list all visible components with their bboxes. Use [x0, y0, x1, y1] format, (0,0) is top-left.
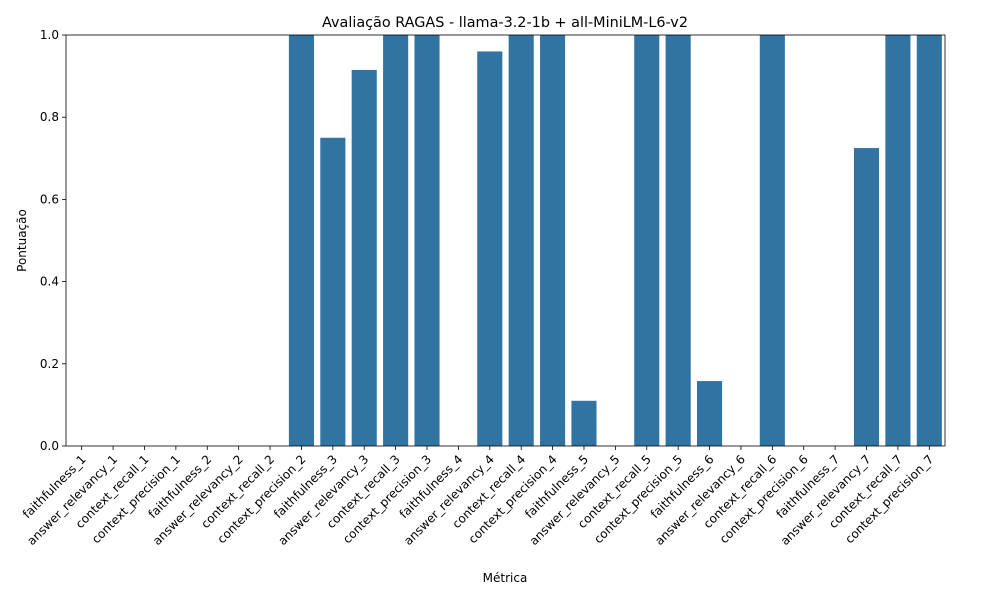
bar-answer_relevancy_4: [477, 51, 503, 446]
y-tick-label: 0.0: [40, 439, 59, 453]
bar-context_recall_5: [634, 35, 660, 446]
x-axis-label: Métrica: [483, 571, 528, 585]
y-tick-label: 0.6: [40, 192, 59, 206]
bar-context_recall_4: [508, 35, 534, 446]
x-axis-ticks: faithfulness_1answer_relevancy_1context_…: [20, 446, 936, 548]
bar-faithfulness_3: [320, 137, 346, 446]
bar-context_precision_2: [288, 35, 314, 446]
bar-context_recall_6: [759, 35, 785, 446]
bar-answer_relevancy_7: [853, 148, 880, 446]
bar-context_precision_5: [665, 35, 691, 446]
bar-faithfulness_5: [571, 400, 597, 446]
bar-context_recall_3: [383, 35, 409, 446]
y-tick-label: 1.0: [40, 28, 59, 42]
bar-faithfulness_6: [697, 381, 723, 446]
plot-frame: [65, 34, 946, 447]
bar-context_recall_7: [885, 35, 911, 446]
y-tick-label: 0.8: [40, 110, 59, 124]
bar-context_precision_7: [916, 35, 942, 446]
bar-context_precision_4: [540, 35, 566, 446]
chart-title: Avaliação RAGAS - llama-3.2-1b + all-Min…: [322, 15, 688, 31]
y-axis-label: Pontuação: [15, 209, 29, 272]
y-tick-label: 0.4: [40, 275, 59, 289]
bar-context_precision_3: [414, 35, 440, 446]
bars-group: [288, 35, 942, 446]
y-axis-ticks: 0.0 0.2 0.4 0.6 0.8 1.0: [40, 28, 66, 453]
y-tick-label: 0.2: [40, 357, 59, 371]
bar-answer_relevancy_3: [351, 69, 377, 446]
